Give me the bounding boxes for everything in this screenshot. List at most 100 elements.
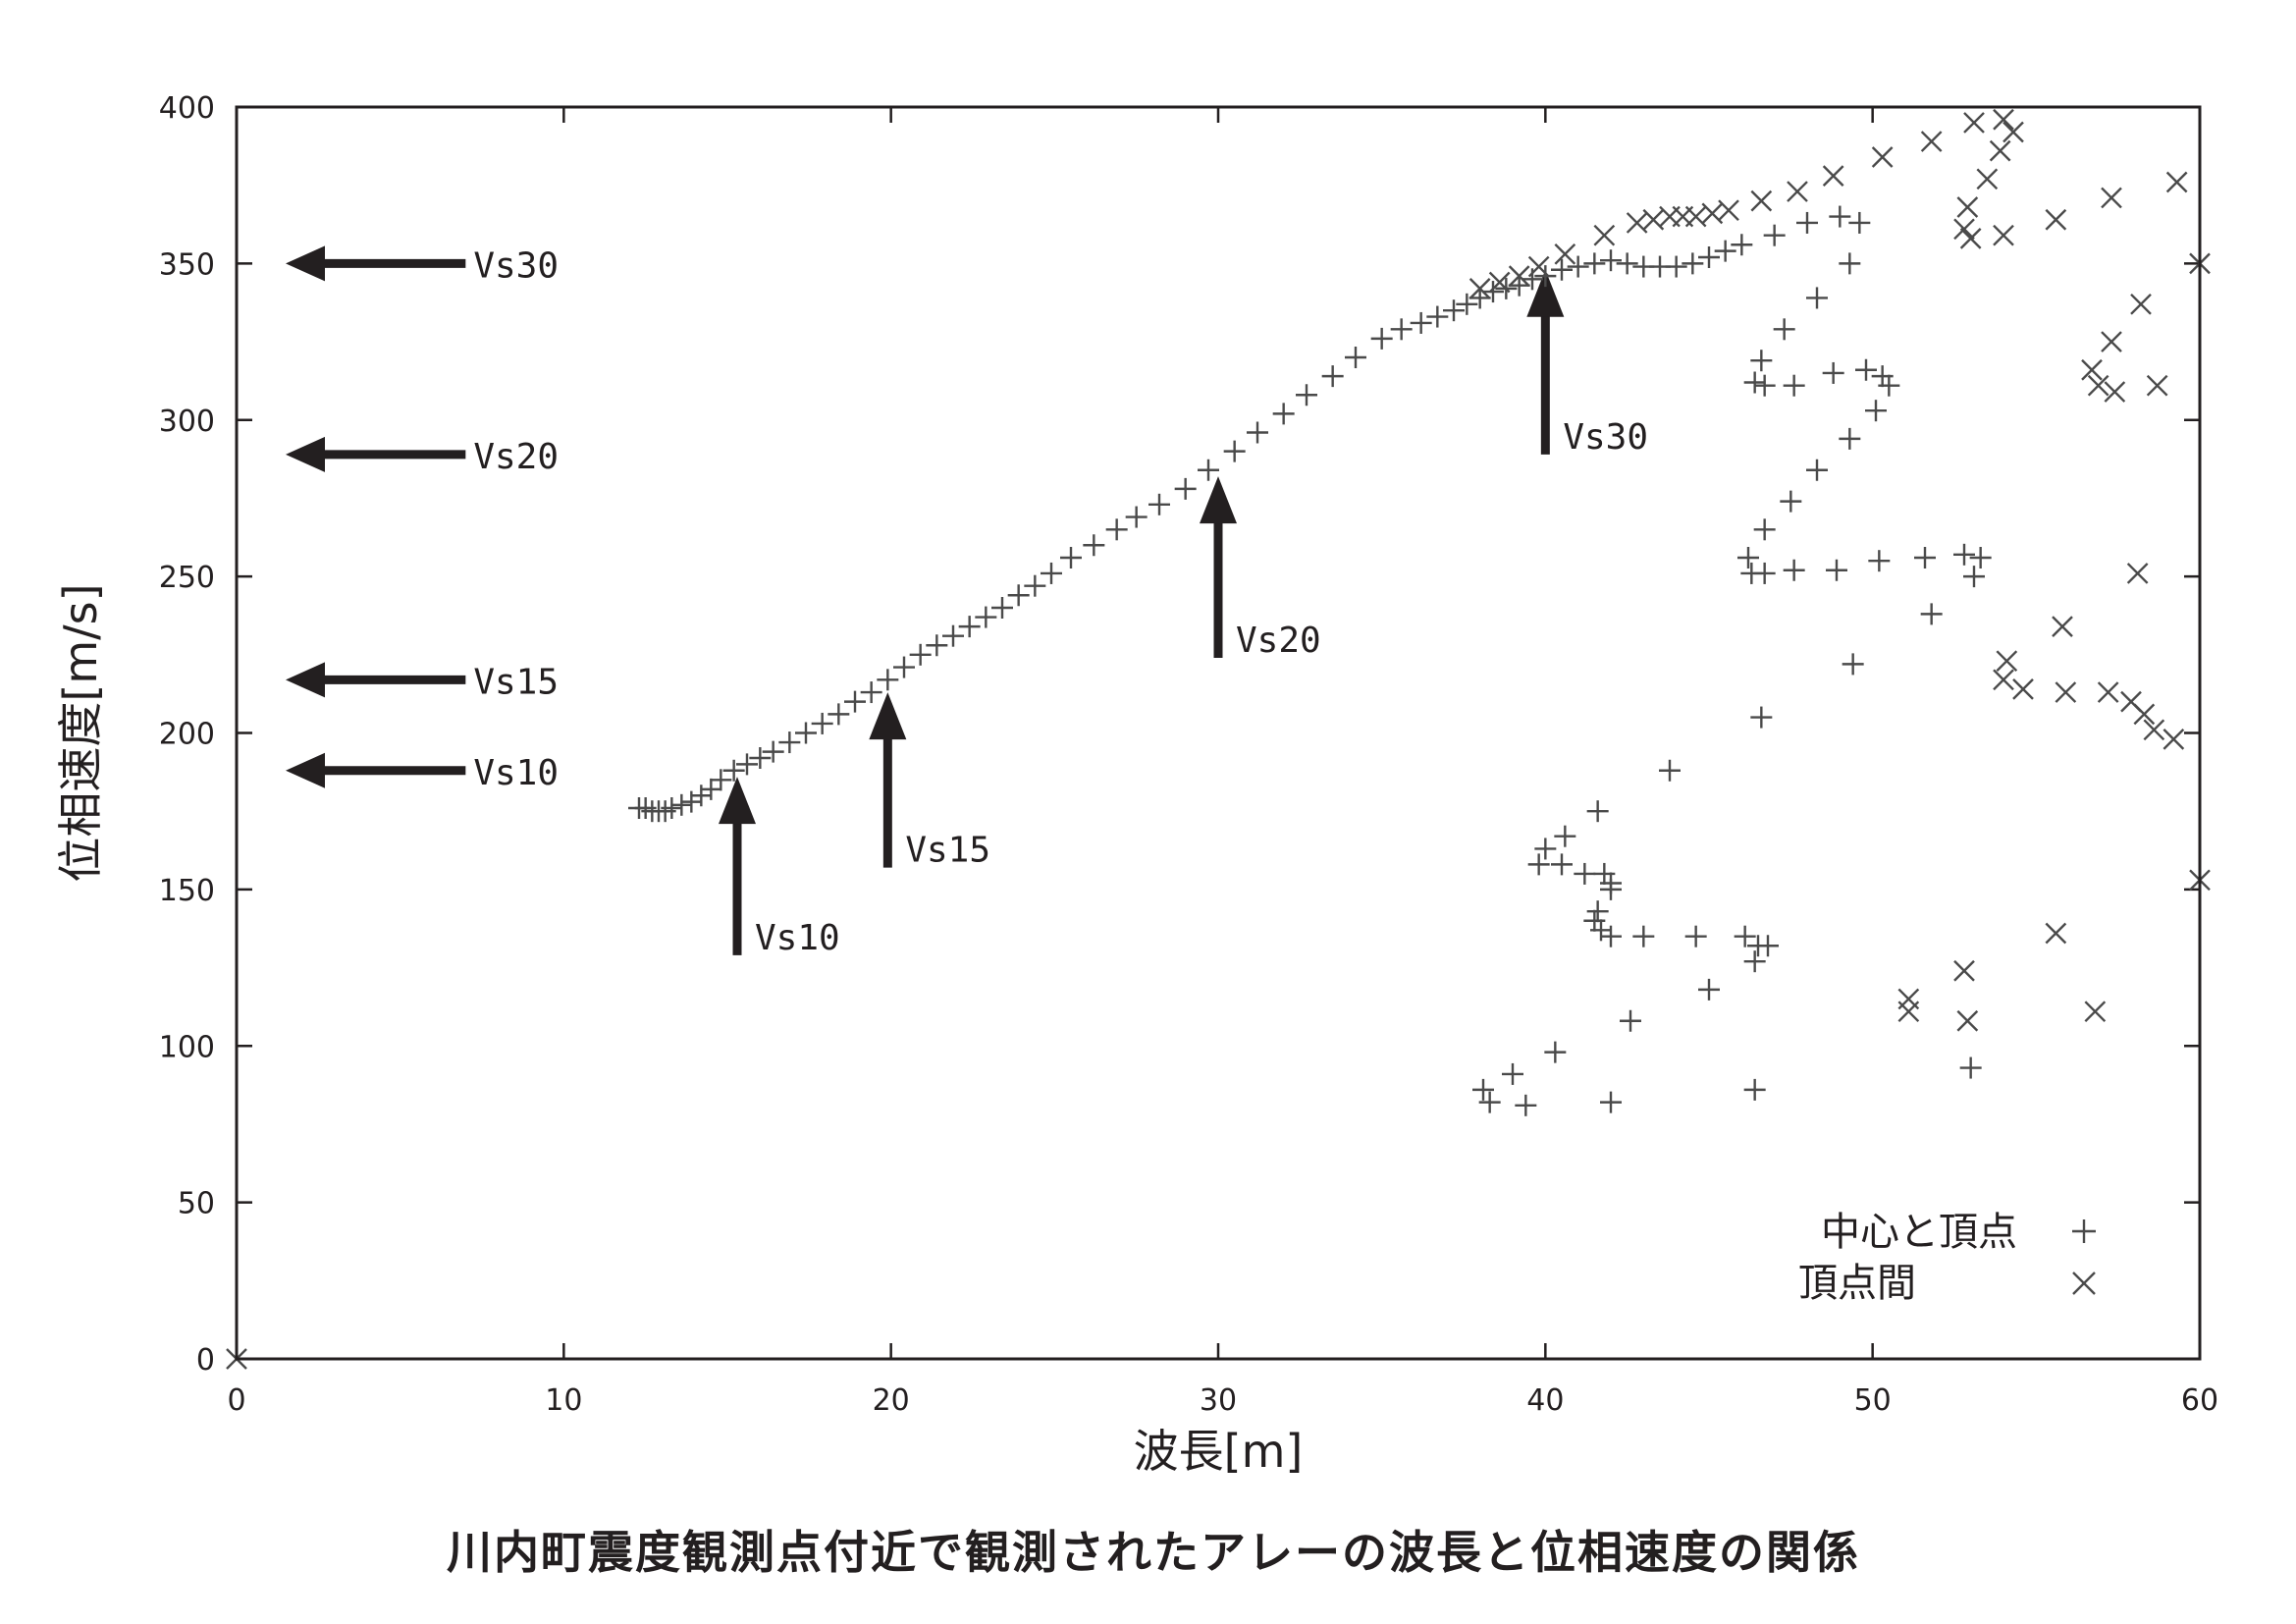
plus-point: [1534, 265, 1557, 288]
plus-point: [1780, 490, 1802, 513]
plus-point: [700, 778, 722, 800]
cross-stroke: [1959, 228, 1982, 249]
plus-point: [975, 606, 997, 628]
cross-stroke: [2133, 703, 2156, 726]
x-tick-label: 20: [873, 1383, 910, 1418]
plus-point: [1616, 252, 1638, 275]
plus-point: [1083, 534, 1105, 557]
cross-point: [1750, 189, 1773, 212]
y-tick-label: 200: [159, 718, 215, 752]
plus-point: [958, 616, 981, 638]
cross-stroke: [2101, 331, 2122, 352]
plus-point: [844, 690, 866, 713]
x-tick-label: 10: [545, 1383, 582, 1418]
cross-stroke: [2084, 1001, 2107, 1023]
cross-point: [1959, 228, 1982, 249]
plus-point: [1757, 935, 1779, 957]
cross-stroke: [1993, 108, 2014, 131]
plus-point: [1750, 350, 1773, 372]
plus-point: [1554, 825, 1576, 847]
cross-stroke: [1468, 278, 1491, 299]
plus-point: [1620, 1009, 1641, 1032]
cross-point: [1996, 650, 2018, 673]
vs-label: Vs30: [1563, 417, 1648, 458]
y-tick-label: 0: [196, 1343, 215, 1378]
plus-point: [1586, 800, 1609, 823]
plus-point: [1456, 293, 1478, 315]
plus-point: [1472, 1078, 1494, 1101]
plus-point: [1370, 327, 1393, 350]
plus-point: [1508, 274, 1530, 297]
plus-point: [1041, 562, 1062, 584]
cross-point: [1956, 1009, 1979, 1032]
plus-point: [1806, 459, 1828, 481]
plus-point: [1567, 255, 1589, 278]
vs-label: Vs10: [473, 753, 559, 793]
horizontal-arrow: Vs15: [286, 662, 559, 702]
cross-point: [1993, 669, 2014, 691]
cross-point: [1920, 131, 1943, 152]
data-points: [226, 108, 2211, 1370]
plus-point: [1024, 574, 1046, 597]
cross-stroke: [2120, 690, 2142, 713]
plus-point: [680, 790, 703, 813]
vertical-arrow: Vs10: [719, 777, 840, 958]
cross-stroke: [2081, 358, 2103, 381]
arrow-head: [1200, 476, 1237, 524]
cross-point: [1976, 168, 1999, 190]
plus-point: [1665, 255, 1687, 278]
plus-point: [1878, 374, 1900, 397]
x-tick-label: 40: [1526, 1383, 1564, 1418]
arrow-head: [286, 752, 325, 788]
plus-point: [1600, 925, 1622, 947]
cross-stroke: [1920, 131, 1943, 152]
tick-labels: 0 10 20 30 40 50 60 0 50 100 150 200 250 300 350 400: [159, 91, 2218, 1418]
plus-point: [1731, 234, 1753, 256]
cross-point: [2146, 374, 2168, 397]
cross-stroke: [2045, 922, 2067, 945]
plus-point: [1574, 862, 1596, 885]
cross-point: [2012, 678, 2034, 700]
plus-point: [811, 712, 833, 734]
cross-stroke: [2126, 563, 2149, 584]
cross-stroke: [1897, 1001, 1920, 1023]
cross-point: [1953, 959, 1975, 982]
plus-point: [942, 624, 964, 647]
cross-stroke: [2165, 171, 2188, 193]
plus-point: [1551, 258, 1573, 281]
cross-stroke: [1822, 165, 1844, 187]
plus-point: [661, 797, 683, 819]
cross-point: [1593, 224, 1616, 246]
cross-stroke: [1993, 669, 2014, 691]
plus-point: [1839, 252, 1861, 275]
plus-point: [1410, 311, 1432, 334]
y-tick-label: 400: [159, 91, 215, 126]
cross-point: [2165, 171, 2188, 193]
plus-point: [1829, 205, 1851, 228]
plus-point: [1443, 299, 1465, 322]
legend: 中心と頂点 頂点間: [1798, 1210, 2096, 1306]
arrow-head: [719, 777, 756, 825]
plus-point: [1659, 759, 1681, 782]
plus-point: [1583, 252, 1606, 275]
plus-point: [1868, 550, 1891, 572]
plus-point: [1426, 305, 1449, 328]
cross-point: [1993, 224, 2014, 246]
cross-stroke: [2163, 729, 2185, 750]
y-tick-label: 100: [159, 1030, 215, 1064]
plot-frame: [235, 105, 2202, 1361]
plus-point: [1482, 281, 1504, 303]
cross-point: [2130, 293, 2152, 315]
x-tick-label: 0: [227, 1383, 245, 1418]
legend-cross-stroke: [2072, 1272, 2096, 1295]
plus-point: [1502, 1062, 1523, 1085]
cross-point: [2087, 374, 2109, 397]
cross-stroke: [2002, 121, 2024, 143]
cross-stroke: [2052, 616, 2073, 637]
plus-point: [1743, 1078, 1766, 1101]
plus-point: [1698, 978, 1720, 1001]
cross-stroke: [1488, 271, 1511, 294]
plus-point: [1743, 371, 1766, 394]
x-tick-label: 30: [1200, 1383, 1237, 1418]
plus-point: [1105, 518, 1128, 541]
